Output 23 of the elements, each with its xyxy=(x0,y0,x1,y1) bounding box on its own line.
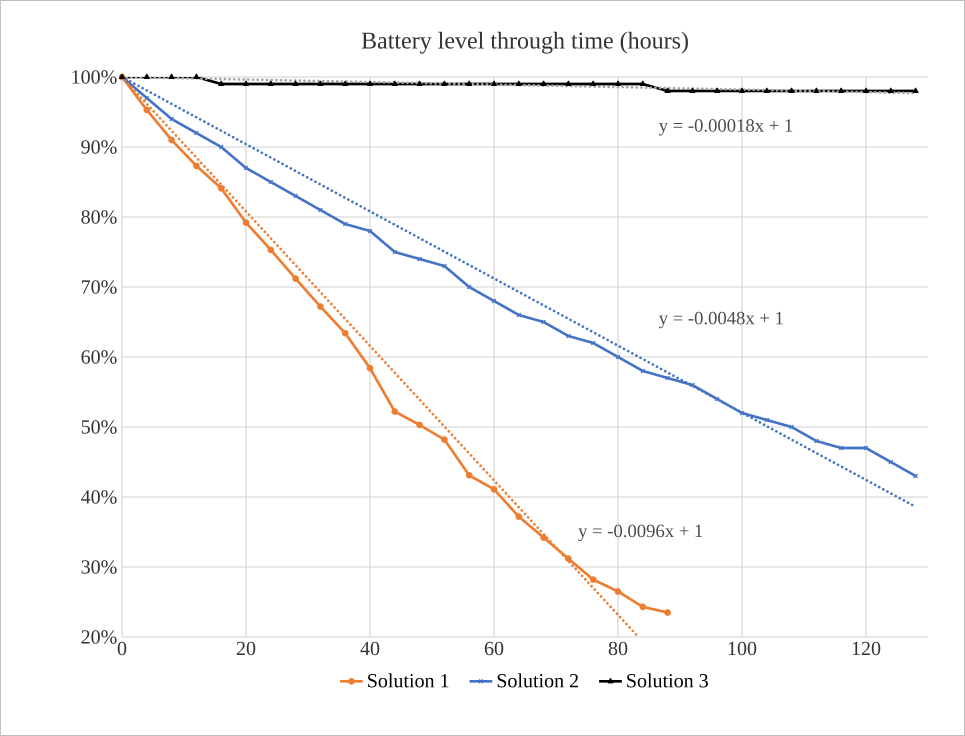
annotation: y = -0.00018x + 1 xyxy=(658,119,792,136)
x-tick-label: 60 xyxy=(484,642,504,656)
annotation: y = -0.0048x + 1 xyxy=(658,312,783,328)
y-tick-label: 80% xyxy=(81,210,117,224)
x-tick-label: 120 xyxy=(852,642,880,656)
y-tick-label: 20% xyxy=(82,630,117,644)
y-tick-label: 50% xyxy=(82,420,117,434)
x-tick-label: 100 xyxy=(728,642,756,656)
x-tick-label: 80 xyxy=(608,642,628,656)
y-tick-label: 70% xyxy=(82,280,117,294)
x-tick-label: 0 xyxy=(118,642,126,656)
x-tick-label: 20 xyxy=(236,642,256,656)
y-tick-label: 60% xyxy=(81,350,117,364)
y-tick-label: 100% xyxy=(72,70,117,84)
legend-label: Solution 2 xyxy=(498,673,578,688)
legend-label: Solution 3 xyxy=(627,673,708,688)
y-tick-label: 40% xyxy=(81,490,117,504)
x-tick-label: 40 xyxy=(360,642,380,656)
legend-label: Solution 1 xyxy=(368,673,448,688)
annotation: y = -0.0096x + 1 xyxy=(578,524,702,542)
y-tick-label: 30% xyxy=(82,560,117,574)
y-tick-label: 90% xyxy=(81,140,117,154)
chart-title: Battery level through time (hours) xyxy=(362,32,688,54)
